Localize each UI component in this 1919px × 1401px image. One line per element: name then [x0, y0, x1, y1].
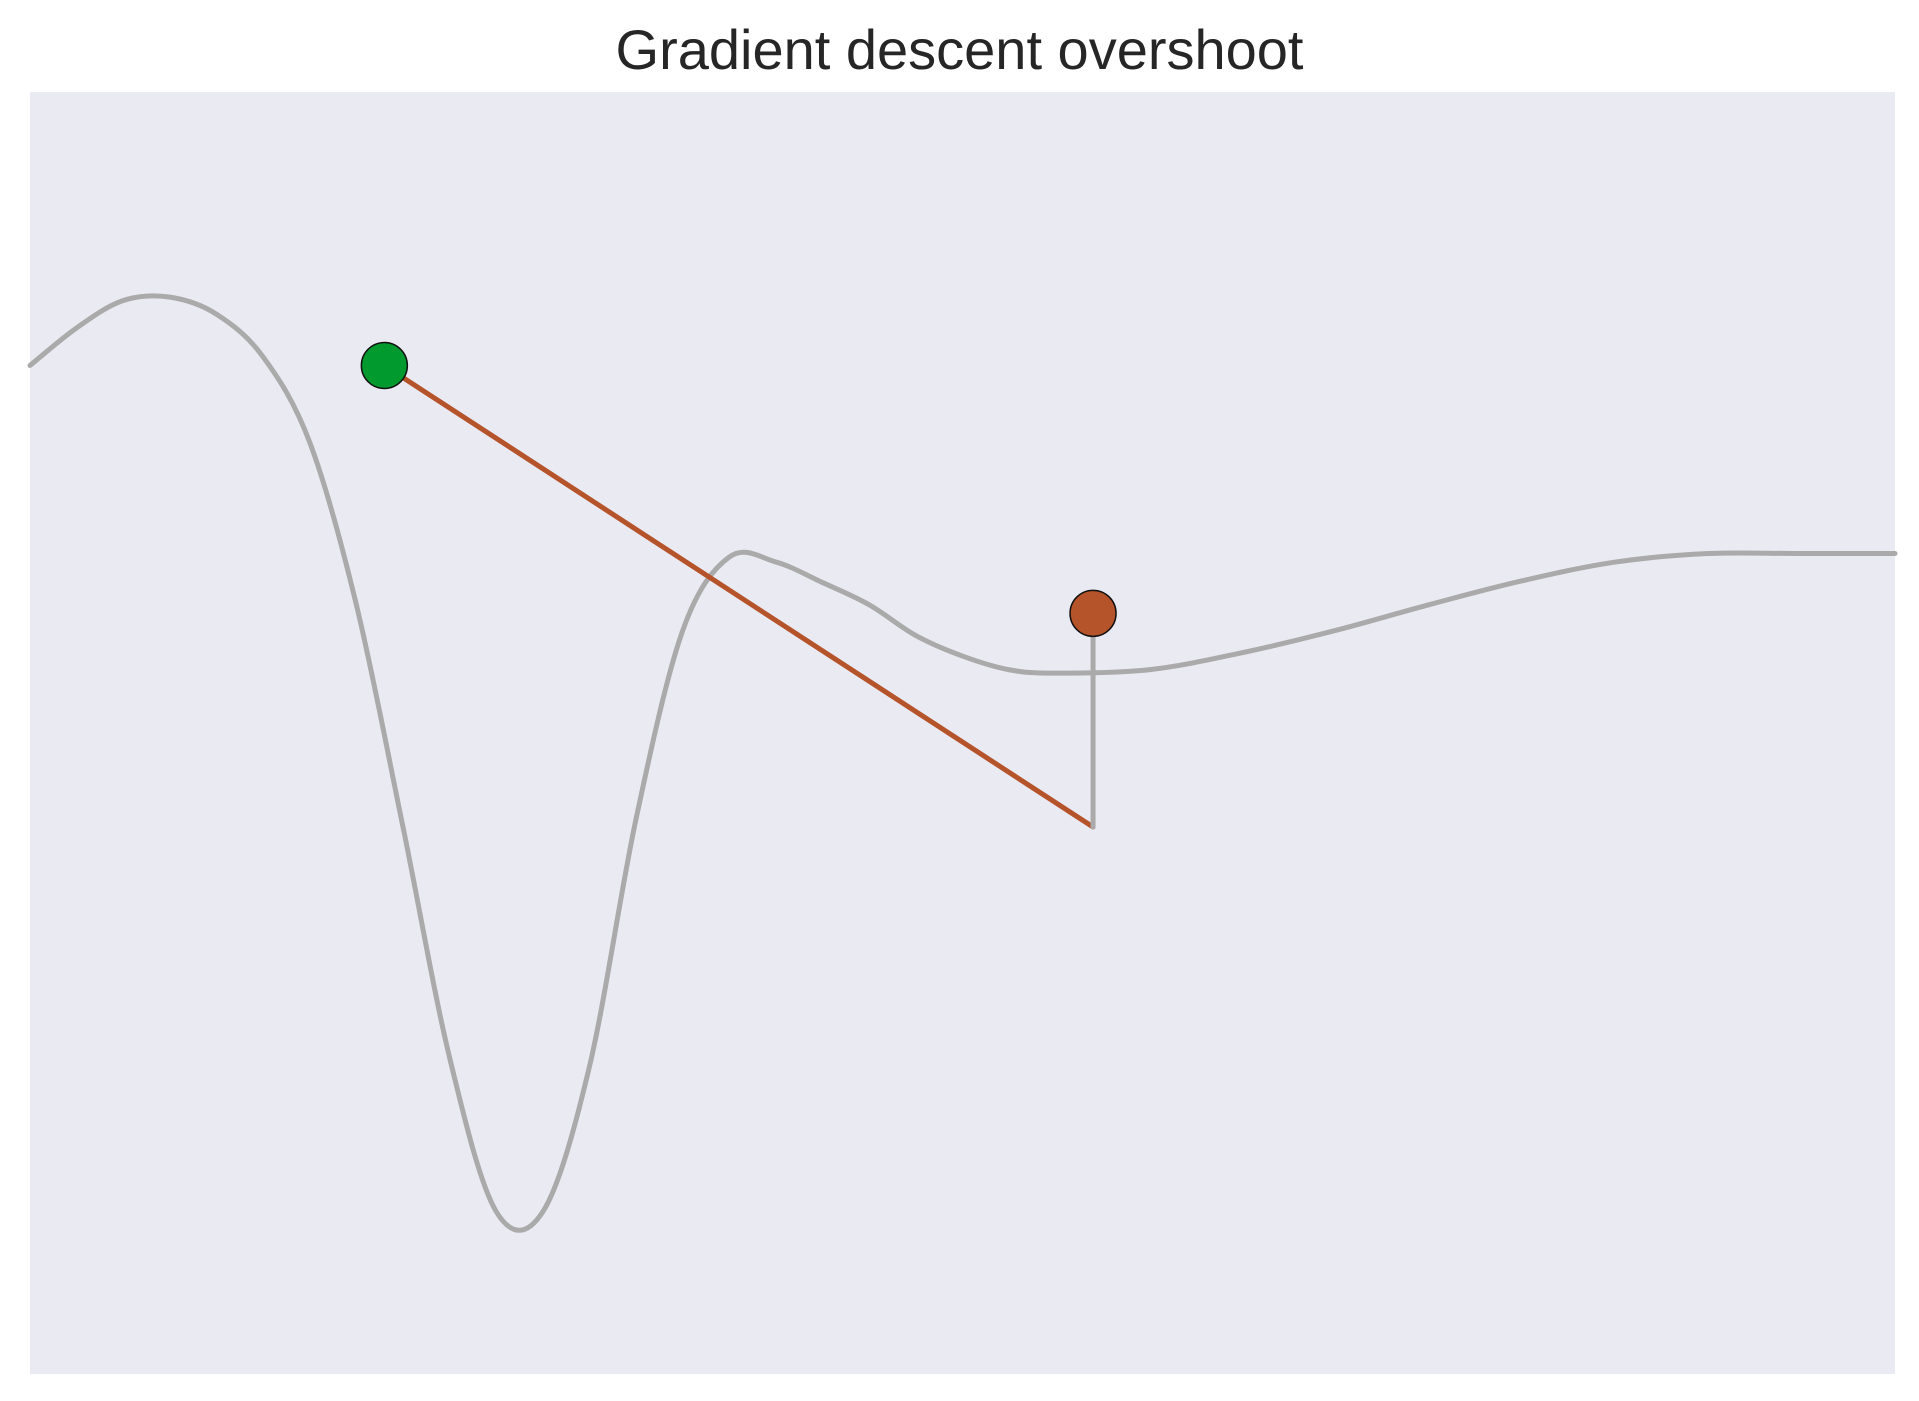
series-layer: [27, 293, 1898, 1233]
plot-area: [30, 92, 1895, 1374]
chart-title: Gradient descent overshoot: [615, 18, 1304, 81]
series-gradient-step-line: [381, 362, 1096, 830]
start-point: [360, 341, 409, 390]
end-point: [1069, 589, 1117, 638]
series-loss-curve-line: [27, 293, 1898, 1233]
points-layer: [360, 341, 1117, 638]
